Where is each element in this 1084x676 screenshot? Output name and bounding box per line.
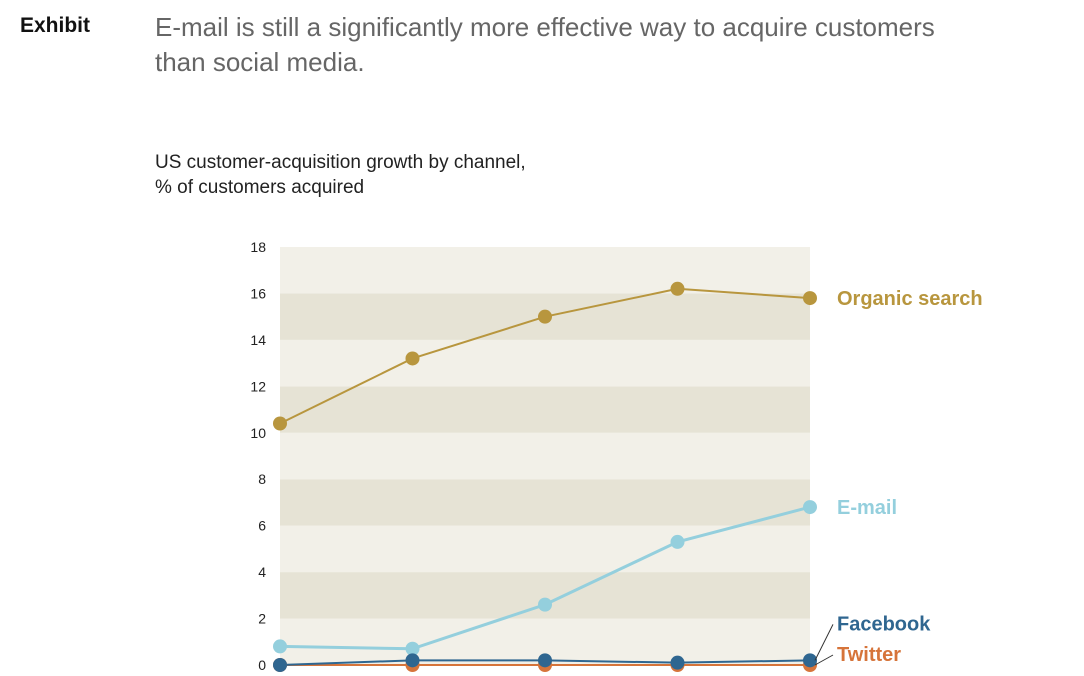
y-tick-label: 10 [250, 425, 266, 441]
data-point [538, 309, 552, 324]
chart-title-block: US customer-acquisition growth by channe… [155, 150, 526, 200]
y-tick-label: 8 [258, 471, 266, 487]
data-point [670, 534, 685, 549]
y-tick-label: 4 [258, 564, 266, 580]
data-point [405, 641, 420, 656]
data-point [803, 653, 817, 668]
background-band [280, 247, 810, 294]
background-band [280, 432, 810, 480]
data-point [405, 653, 420, 668]
y-tick-label: 18 [250, 239, 266, 255]
series-label: Facebook [837, 613, 931, 635]
y-tick-label: 14 [250, 332, 266, 348]
y-tick-label: 2 [258, 611, 266, 627]
data-point [670, 655, 685, 670]
data-point [803, 500, 817, 515]
y-tick-label: 6 [258, 518, 266, 534]
background-band [280, 386, 810, 433]
data-point [273, 658, 287, 672]
data-point [273, 416, 287, 431]
series-label: E-mail [837, 497, 897, 519]
data-point [670, 281, 685, 296]
data-point [803, 291, 817, 306]
series-label: Organic search [837, 288, 983, 310]
background-band [280, 339, 810, 387]
background-band [280, 525, 810, 573]
data-point [538, 597, 552, 612]
leader-line [814, 624, 834, 661]
y-tick-label: 0 [258, 657, 266, 673]
data-point [273, 639, 287, 654]
headline: E-mail is still a significantly more eff… [155, 12, 935, 77]
series-label: Twitter [837, 644, 901, 666]
data-point [538, 653, 552, 668]
leader-line [814, 654, 834, 666]
chart-title: US customer-acquisition growth by channe… [155, 152, 526, 173]
exhibit-label: Exhibit [20, 14, 91, 37]
chart-subtitle: % of customers acquired [155, 177, 365, 198]
data-point [405, 351, 420, 366]
background-band [280, 479, 810, 526]
y-tick-label: 16 [250, 285, 266, 301]
y-tick-label: 12 [250, 378, 266, 394]
